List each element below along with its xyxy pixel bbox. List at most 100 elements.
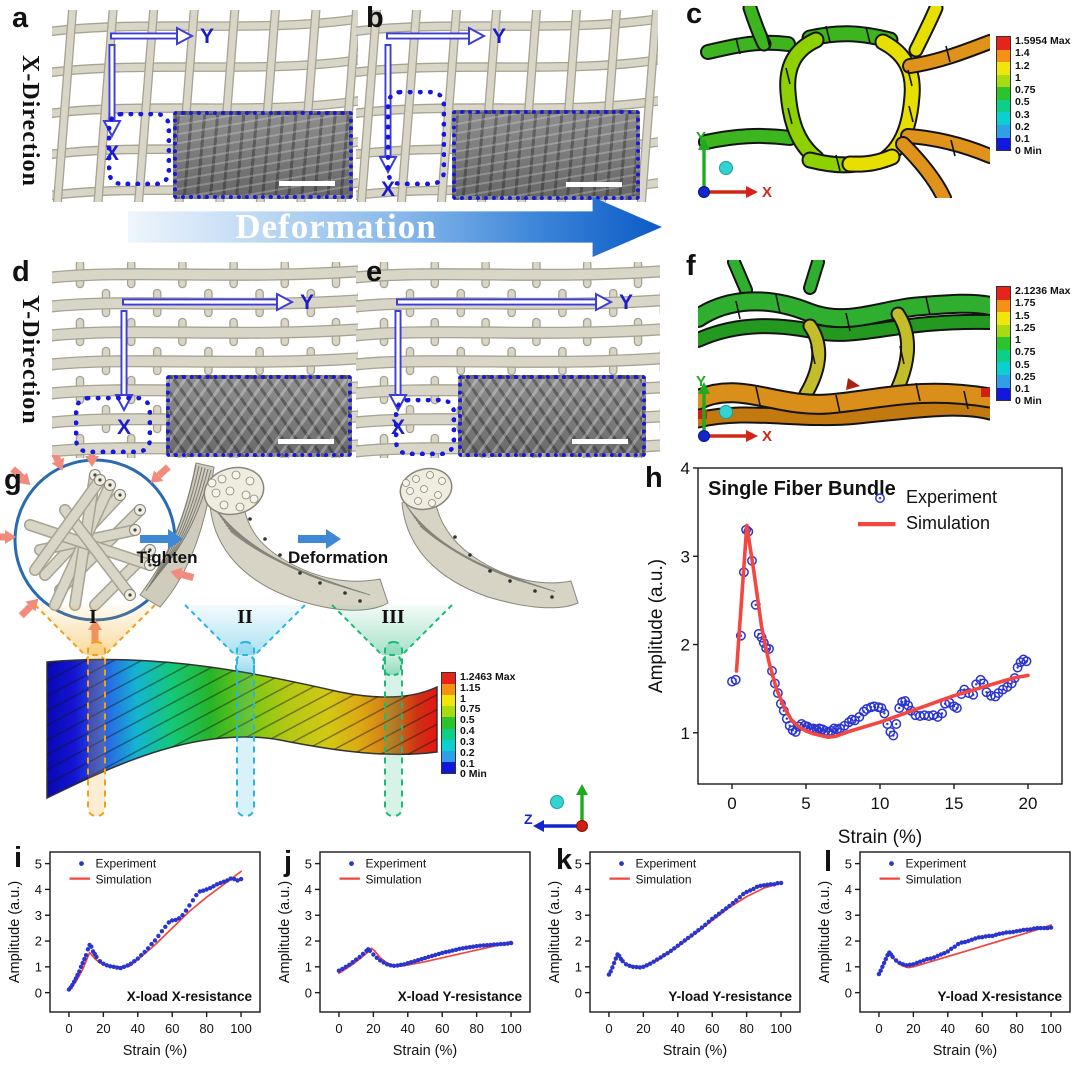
svg-text:Simulation: Simulation — [906, 873, 962, 887]
svg-text:40: 40 — [131, 1021, 145, 1036]
svg-text:Simulation: Simulation — [96, 873, 152, 887]
svg-text:Strain (%): Strain (%) — [838, 827, 922, 848]
svg-text:Amplitude (a.u.): Amplitude (a.u.) — [648, 559, 667, 693]
svg-text:4: 4 — [575, 882, 582, 897]
panel-f-fea-mesh-image — [687, 255, 1001, 453]
svg-text:0: 0 — [35, 985, 42, 1000]
chart-xload-yresistance: 0 20 40 60 80 100 0 1 2 3 4 5 Strain (%) Amplitude (a… — [277, 840, 540, 1065]
svg-text:Amplitude (a.u.): Amplitude (a.u.) — [818, 881, 833, 983]
svg-text:100: 100 — [1040, 1021, 1062, 1036]
svg-text:Experiment: Experiment — [366, 857, 427, 871]
svg-text:Strain (%): Strain (%) — [393, 1043, 457, 1059]
svg-text:4: 4 — [681, 460, 690, 478]
svg-text:1: 1 — [845, 960, 852, 975]
panel-label-d: d — [12, 256, 30, 288]
svg-text:Y: Y — [619, 291, 633, 314]
svg-text:Strain (%): Strain (%) — [663, 1043, 727, 1059]
deformation-banner-text: Deformation — [235, 207, 437, 246]
svg-text:Experiment: Experiment — [906, 487, 997, 507]
panel-label-c: c — [686, 0, 703, 30]
svg-text:Experiment: Experiment — [96, 857, 157, 871]
svg-text:0: 0 — [65, 1021, 72, 1036]
chart-xload-xresistance: 0 20 40 60 80 100 0 1 2 3 4 5 Strain (%) Amplitude (a… — [7, 840, 270, 1065]
svg-text:Y-load Y-resistance: Y-load Y-resistance — [668, 989, 792, 1004]
stage-label-2: II — [237, 606, 253, 628]
svg-text:40: 40 — [671, 1021, 685, 1036]
svg-text:80: 80 — [469, 1021, 483, 1036]
svg-text:2: 2 — [305, 934, 312, 949]
row-label-y-direction: Y-Direction — [17, 295, 43, 425]
deformation-label: Deformation — [288, 548, 389, 567]
svg-text:Amplitude (a.u.): Amplitude (a.u.) — [8, 881, 23, 983]
svg-text:Z: Z — [524, 811, 533, 827]
panel-label-l: l — [824, 846, 833, 878]
svg-text:3: 3 — [35, 908, 42, 923]
svg-text:Strain (%): Strain (%) — [123, 1043, 187, 1059]
svg-text:5: 5 — [305, 856, 312, 871]
svg-text:Simulation: Simulation — [366, 873, 422, 887]
svg-text:10: 10 — [871, 794, 890, 813]
svg-text:60: 60 — [435, 1021, 449, 1036]
svg-text:Simulation: Simulation — [636, 873, 692, 887]
row-label-x-direction: X-Direction — [17, 55, 43, 187]
panel-b-zoom-region-outline — [386, 90, 446, 186]
panel-a-zoom-region-outline — [107, 112, 171, 186]
panel-c-colorbar: 1.5954 Max 1.4 1.2 1 0.75 0.5 0.3 0.2 0.1 0 Min — [996, 36, 1070, 157]
svg-text:2: 2 — [575, 934, 582, 949]
svg-text:60: 60 — [165, 1021, 179, 1036]
svg-text:3: 3 — [575, 908, 582, 923]
svg-text:2: 2 — [35, 934, 42, 949]
panel-e-sem-inset — [458, 375, 646, 457]
svg-text:0: 0 — [875, 1021, 882, 1036]
panel-label-e: e — [366, 256, 383, 288]
svg-text:Amplitude (a.u.): Amplitude (a.u.) — [278, 881, 293, 983]
panel-g-colorbar: 1.2463 Max 1.15 1 0.75 0.5 0.4 0.3 0.2 0.1 0 Min — [441, 672, 515, 780]
svg-text:Y: Y — [492, 25, 506, 48]
svg-text:0: 0 — [335, 1021, 342, 1036]
svg-text:Y: Y — [696, 373, 706, 390]
svg-text:60: 60 — [705, 1021, 719, 1036]
svg-text:20: 20 — [96, 1021, 110, 1036]
panel-label-j: j — [284, 846, 293, 878]
svg-text:3: 3 — [845, 908, 852, 923]
svg-text:80: 80 — [1009, 1021, 1023, 1036]
svg-text:5: 5 — [575, 856, 582, 871]
svg-text:Y: Y — [200, 25, 214, 48]
svg-text:5: 5 — [35, 856, 42, 871]
chart-yload-yresistance: 0 20 40 60 80 100 0 1 2 3 4 5 Strain (%) Amplitude (a… — [547, 840, 810, 1065]
panel-label-f: f — [686, 250, 696, 282]
svg-text:4: 4 — [845, 882, 852, 897]
svg-text:20: 20 — [906, 1021, 920, 1036]
panel-d-zoom-region-outline — [74, 396, 152, 454]
svg-text:0: 0 — [727, 794, 736, 813]
svg-text:80: 80 — [199, 1021, 213, 1036]
svg-text:100: 100 — [230, 1021, 252, 1036]
svg-text:80: 80 — [739, 1021, 753, 1036]
svg-text:4: 4 — [305, 882, 312, 897]
svg-text:1: 1 — [681, 724, 690, 743]
svg-text:0: 0 — [605, 1021, 612, 1036]
svg-text:Experiment: Experiment — [906, 857, 967, 871]
svg-text:0: 0 — [845, 985, 852, 1000]
tighten-label: Tighten — [136, 548, 198, 567]
svg-text:20: 20 — [636, 1021, 650, 1036]
panel-e-zoom-region-outline — [394, 398, 456, 456]
svg-text:X-load X-resistance: X-load X-resistance — [127, 989, 253, 1004]
stage-label-1: I — [89, 606, 97, 628]
svg-text:Strain (%): Strain (%) — [933, 1043, 997, 1059]
svg-text:100: 100 — [770, 1021, 792, 1036]
svg-text:2: 2 — [845, 934, 852, 949]
svg-text:Y: Y — [300, 291, 314, 314]
panel-label-i: i — [14, 842, 23, 874]
panel-g-fiber-bundle-illustration — [0, 443, 660, 698]
svg-text:20: 20 — [366, 1021, 380, 1036]
panel-c-fea-mesh-image — [698, 0, 998, 206]
svg-text:1: 1 — [575, 960, 582, 975]
panel-a-sem-inset — [173, 111, 353, 199]
svg-text:40: 40 — [401, 1021, 415, 1036]
svg-text:60: 60 — [975, 1021, 989, 1036]
svg-text:Y-load X-resistance: Y-load X-resistance — [937, 989, 1062, 1004]
svg-text:20: 20 — [1019, 794, 1038, 813]
